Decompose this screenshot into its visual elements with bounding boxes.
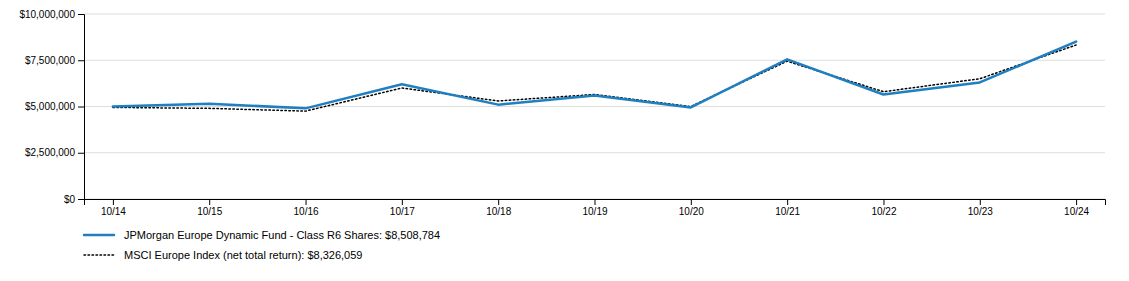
legend: JPMorgan Europe Dynamic Fund - Class R6 … [84,229,440,261]
x-tick-mark [691,199,692,205]
x-tick: 10/15 [197,199,222,217]
y-tick: $2,500,000 [25,147,84,158]
x-tick-label: 10/20 [679,206,704,217]
series-line [113,42,1076,109]
grid-line [84,60,1105,61]
grid-line [84,14,1105,15]
legend-item: JPMorgan Europe Dynamic Fund - Class R6 … [84,229,440,241]
y-tick: $7,500,000 [25,55,84,66]
x-tick: 10/16 [294,199,319,217]
legend-item: MSCI Europe Index (net total return): $8… [84,249,362,261]
x-tick: 10/21 [775,199,800,217]
grid [84,14,1105,199]
y-axis-line [78,15,85,200]
x-tick-label: 10/21 [775,206,800,217]
plot: $0 $2,500,000 $5,000,000 $7,500,000 $10,000,… [19,9,1105,261]
x-tick-label: 10/24 [1064,206,1089,217]
legend-swatch [84,234,114,237]
x-tick-label: 10/15 [197,206,222,217]
legend-label: JPMorgan Europe Dynamic Fund - Class R6 … [124,229,440,241]
y-tick-label: $0 [64,194,76,205]
x-tick-mark [209,199,210,205]
y-tick-label: $5,000,000 [25,101,75,112]
x-tick-label: 10/16 [294,206,319,217]
legend-swatch [84,254,114,256]
x-tick-label: 10/23 [968,206,993,217]
x-tick-label: 10/19 [582,206,607,217]
x-tick: 10/22 [871,199,896,217]
y-tick-mark [78,153,84,154]
y-tick-mark [78,60,84,61]
x-tick-mark [980,199,981,205]
x-tick: 10/17 [390,199,415,217]
x-tick: 10/23 [968,199,993,217]
series-group [113,42,1076,112]
x-tick-mark [787,199,788,205]
y-axis: $0 $2,500,000 $5,000,000 $7,500,000 $10,000,… [19,9,84,205]
x-tick-mark [1076,199,1077,205]
x-tick: 10/14 [101,199,126,217]
legend-label: MSCI Europe Index (net total return): $8… [124,249,362,261]
x-axis: 10/14 10/15 10/16 10/17 10/18 10/19 10/20 10/21… [85,199,1106,217]
x-tick: 10/19 [582,199,607,217]
grid-line [84,152,1105,153]
x-tick: 10/24 [1064,199,1089,217]
y-tick-label: $2,500,000 [25,147,75,158]
x-tick-mark [306,199,307,205]
x-tick-mark [402,199,403,205]
x-tick-mark [113,199,114,205]
x-axis-line [85,200,1106,206]
y-tick-label: $7,500,000 [25,55,75,66]
x-tick-label: 10/18 [486,206,511,217]
x-tick-label: 10/17 [390,206,415,217]
y-tick-mark [78,14,84,15]
x-tick-mark [498,199,499,205]
y-tick-mark [78,199,84,200]
x-tick: 10/20 [679,199,704,217]
x-tick-mark [595,199,596,205]
y-tick: $10,000,000 [19,9,84,20]
y-tick: $5,000,000 [25,101,84,112]
y-tick: $0 [64,194,84,205]
x-tick-mark [883,199,884,205]
y-tick-mark [78,107,84,108]
x-tick-label: 10/22 [871,206,896,217]
x-tick: 10/18 [486,199,511,217]
y-tick-label: $10,000,000 [19,9,75,20]
x-tick-label: 10/14 [101,206,126,217]
series-line [113,45,1076,111]
chart: $0 $2,500,000 $5,000,000 $7,500,000 $10,000,… [0,0,1129,281]
